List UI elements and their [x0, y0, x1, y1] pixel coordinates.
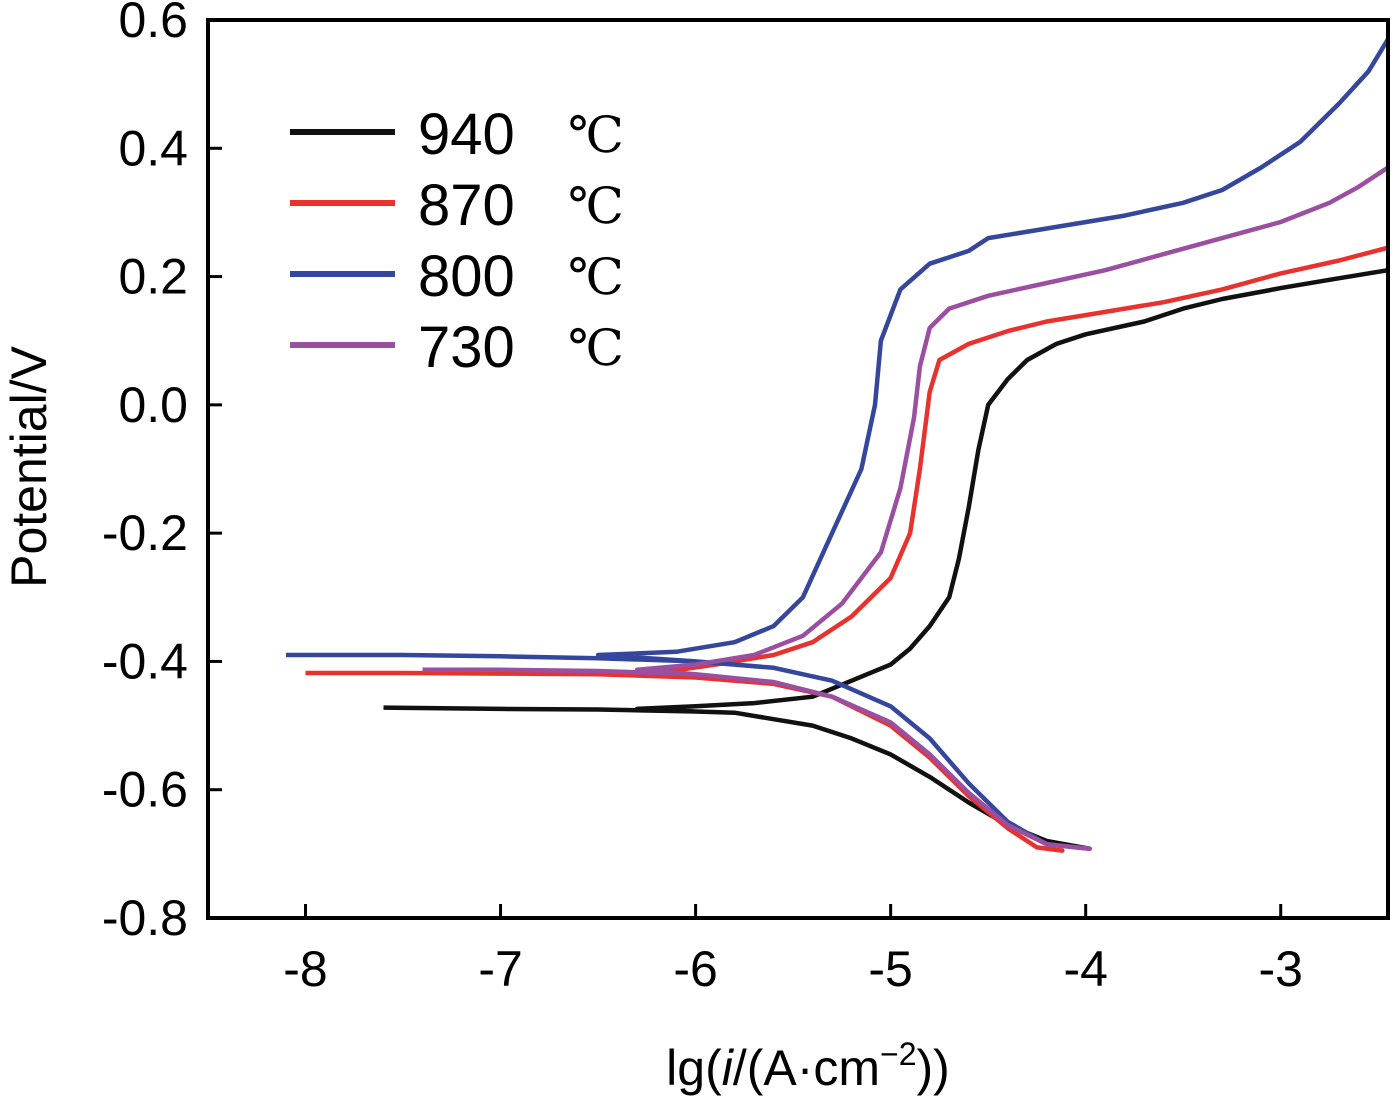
y-tick-label: 0.0: [118, 377, 188, 433]
x-label-post: )): [917, 1040, 950, 1096]
y-tick-label: 0.6: [118, 0, 188, 48]
x-tick-label: -3: [1258, 941, 1302, 997]
x-label-sup: −2: [880, 1036, 916, 1072]
x-label-pre: lg(: [666, 1040, 722, 1096]
legend-label-800: 800: [418, 244, 515, 309]
x-label-mid: /(A·cm: [733, 1040, 880, 1096]
y-tick-label: -0.6: [102, 762, 188, 818]
y-tick-label: -0.8: [102, 890, 188, 946]
series-line-940: [383, 267, 1389, 851]
x-tick-label: -4: [1063, 941, 1107, 997]
x-axis-label: lg(i/(A·cm−2)): [666, 1036, 950, 1096]
legend-label-870: 870: [418, 173, 515, 238]
y-tick-label: 0.2: [118, 249, 188, 305]
x-tick-label: -5: [868, 941, 912, 997]
series-line-800: [286, 38, 1390, 851]
ticks-layer: -8 -7 -6 -5 -4 -3 -0.8 -0.6 -0.4 -0.2 0.0 0.2 0.4 0.6: [102, 0, 1303, 997]
legend: 940 ℃ 870 ℃ 800 ℃ 730 ℃: [290, 102, 624, 380]
y-tick-label: 0.4: [118, 120, 188, 176]
y-tick-label: -0.4: [102, 633, 188, 689]
legend-unit-800: ℃: [568, 248, 624, 306]
series-layer: [286, 38, 1390, 853]
x-tick-label: -8: [283, 941, 327, 997]
y-tick-label: -0.2: [102, 505, 188, 561]
legend-label-730: 730: [418, 315, 515, 380]
series-line-730: [422, 165, 1390, 851]
x-tick-label: -6: [673, 941, 717, 997]
y-axis-label: Potential/V: [1, 345, 57, 587]
legend-label-940: 940: [418, 102, 515, 167]
legend-unit-730: ℃: [568, 319, 624, 377]
x-label-italic: i: [722, 1040, 735, 1096]
x-tick-label: -7: [478, 941, 522, 997]
legend-unit-870: ℃: [568, 177, 624, 235]
legend-unit-940: ℃: [568, 106, 624, 164]
plot-frame: [206, 18, 1390, 920]
